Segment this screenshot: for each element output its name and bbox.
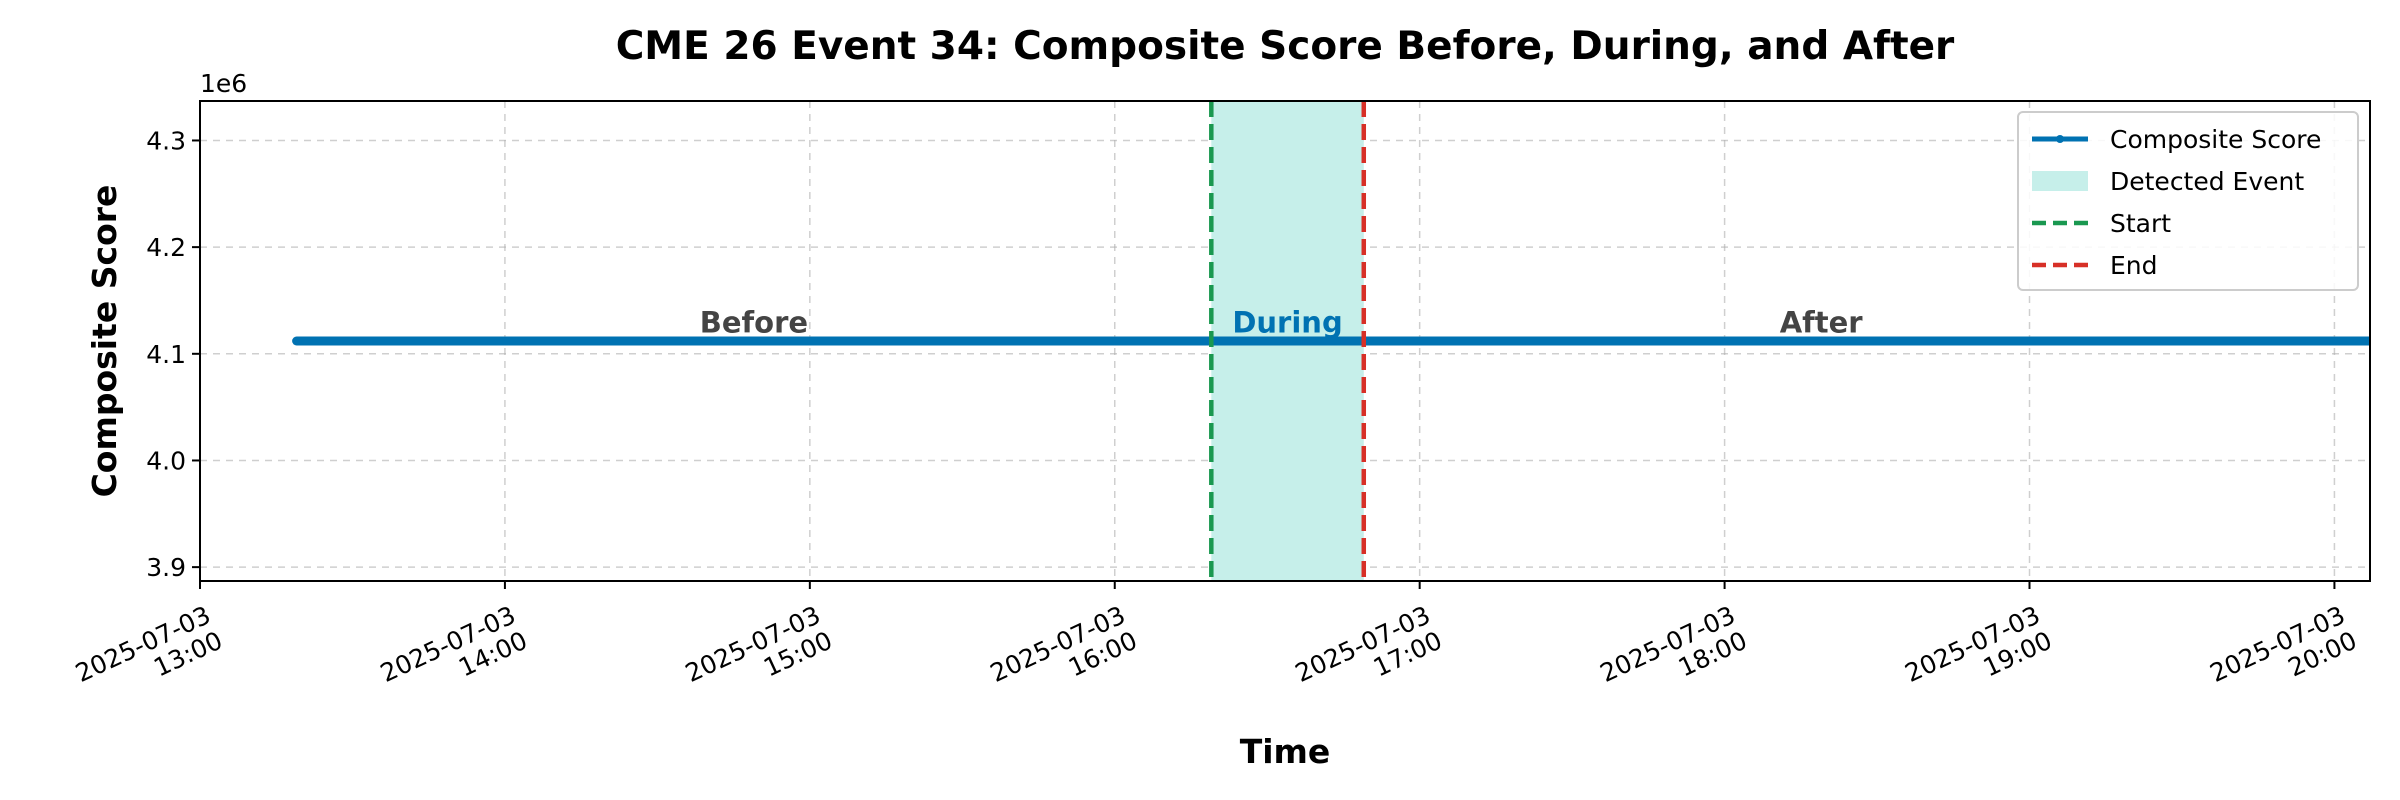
x-axis-label: Time: [1240, 732, 1331, 771]
legend-box: [2017, 111, 2359, 291]
legend-label-composite-score: Composite Score: [2110, 125, 2321, 154]
y-tick-label: 4.0: [146, 446, 186, 475]
x-tick-label: 2025-07-0319:00: [1901, 600, 2057, 713]
y-axis-label: Composite Score: [85, 185, 124, 498]
legend-label-detected-event: Detected Event: [2110, 167, 2304, 196]
y-tick-label: 4.1: [146, 340, 186, 369]
y-tick-label: 4.2: [146, 233, 186, 262]
legend-label-start: Start: [2110, 209, 2171, 238]
legend-swatch-detected-event: [2032, 171, 2088, 191]
x-tick-label: 2025-07-0314:00: [376, 600, 532, 713]
x-tick-label: 2025-07-0315:00: [681, 600, 837, 713]
y-tick-label: 4.3: [146, 126, 186, 155]
legend-label-end: End: [2110, 251, 2158, 280]
legend: Composite Score Detected Event Start End: [2017, 111, 2359, 291]
plot-frame: [199, 100, 2371, 582]
y-offset-label: 1e6: [200, 69, 247, 98]
phase-label-before: Before: [700, 305, 808, 339]
x-tick-label: 2025-07-0318:00: [1596, 600, 1752, 713]
x-tick-label: 2025-07-0313:00: [71, 600, 227, 713]
x-tick-label: 2025-07-0320:00: [2205, 600, 2361, 713]
x-tick-label: 2025-07-0317:00: [1291, 600, 1447, 713]
legend-marker-composite-score: [2056, 135, 2064, 143]
y-tick-label: 3.9: [146, 553, 186, 582]
x-tick-label: 2025-07-0316:00: [986, 600, 1142, 713]
chart-title: CME 26 Event 34: Composite Score Before,…: [616, 24, 1955, 69]
phase-label-during: During: [1232, 305, 1342, 339]
phase-label-after: After: [1780, 305, 1864, 339]
